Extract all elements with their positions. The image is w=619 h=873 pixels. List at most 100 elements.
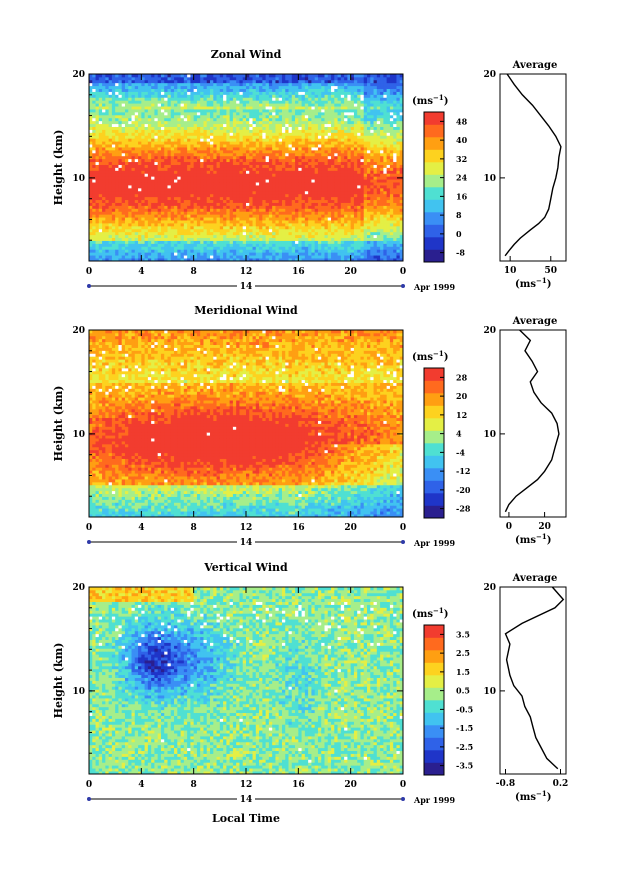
heatmap-cell [141,217,145,221]
heatmap-cell [203,231,208,236]
heatmap-cell [252,91,257,95]
heatmap-cell [157,82,162,87]
heatmap-cell [170,258,175,262]
heatmap-cell [281,170,286,174]
heatmap-cell [314,120,319,125]
heatmap-cell [340,202,345,206]
heatmap-cell [167,246,172,250]
heatmap-cell [219,208,224,212]
heatmap-cell [321,202,325,206]
heatmap-cell [246,196,250,201]
heatmap-cell [187,88,191,92]
heatmap-cell [131,179,136,183]
heatmap-cell [177,249,181,253]
heatmap-cell [226,237,231,241]
heatmap-cell [229,111,234,116]
heatmap-cell [108,109,113,113]
heatmap-cell [187,109,191,113]
heatmap-cell [259,228,263,233]
heatmap-cell [311,88,316,92]
heatmap-cell [206,138,211,142]
heatmap-cell [295,240,299,244]
heatmap-cell [200,141,204,145]
heatmap-cell [252,228,257,233]
heatmap-cell [177,129,181,133]
heatmap-cell [259,193,263,198]
heatmap-cell [272,82,276,87]
heatmap-cell [311,205,316,209]
heatmap-cell [334,117,338,122]
heatmap-cell [239,135,244,139]
heatmap-cell [203,111,208,116]
heatmap-cell [259,117,263,122]
heatmap-cell [147,220,152,224]
heatmap-cell [331,91,335,95]
heatmap-cell [295,220,299,224]
heatmap-cell [177,199,181,203]
heatmap-cell [268,179,273,183]
heatmap-cell [288,114,293,119]
heatmap-cell [200,255,204,259]
heatmap-cell [317,147,322,151]
heatmap-cell [170,252,175,256]
heatmap-cell [183,100,188,104]
heatmap-cell [160,109,165,113]
heatmap-cell [89,132,93,136]
heatmap-cell [92,106,96,110]
heatmap-cell [331,117,335,122]
heatmap-cell [167,158,172,163]
heatmap-cell [259,161,263,165]
heatmap-cell [200,211,204,215]
heatmap-cell [272,138,276,142]
heatmap-cell [213,135,217,139]
heatmap-cell [141,179,145,183]
heatmap-cell [311,173,316,177]
heatmap-cell [196,111,201,116]
heatmap-cell [304,129,309,133]
heatmap-cell [298,106,302,110]
heatmap-cell [242,223,247,227]
heatmap-cell [327,214,332,218]
heatmap-cell [147,243,152,247]
heatmap-cell [105,138,110,142]
heatmap-cell [154,228,159,233]
heatmap-cell [131,114,136,119]
heatmap-cell [278,220,283,224]
heatmap-cell [229,225,234,230]
heatmap-cell [314,237,319,241]
heatmap-cell [200,135,204,139]
heatmap-cell [229,187,234,192]
heatmap-cell [187,252,191,256]
heatmap-cell [108,228,113,233]
heatmap-cell [232,147,237,151]
heatmap-cell [124,258,129,262]
heatmap-cell [160,141,165,145]
heatmap-cell [268,217,273,221]
heatmap-cell [121,97,126,101]
heatmap-cell [285,196,289,201]
heatmap-cell [301,223,306,227]
heatmap-cell [105,252,110,256]
heatmap-cell [203,123,208,127]
heatmap-cell [216,76,221,81]
heatmap-cell [102,138,106,142]
heatmap-cell [196,225,201,230]
heatmap-cell [288,173,293,177]
heatmap-cell [157,185,162,189]
heatmap-cell [278,94,283,98]
heatmap-cell [193,190,198,195]
heatmap-cell [95,208,100,212]
heatmap-cell [98,190,103,195]
heatmap-cell [324,149,329,154]
heatmap-cell [190,85,195,90]
heatmap-cell [174,234,178,239]
heatmap-cell [281,152,286,157]
heatmap-cell [246,234,250,239]
heatmap-cell [334,82,338,87]
heatmap-cell [210,103,214,107]
heatmap-cell [167,240,172,244]
heatmap-cell [223,252,227,256]
heatmap-cell [177,117,181,122]
heatmap-cell [177,258,181,262]
heatmap-cell [124,161,129,165]
